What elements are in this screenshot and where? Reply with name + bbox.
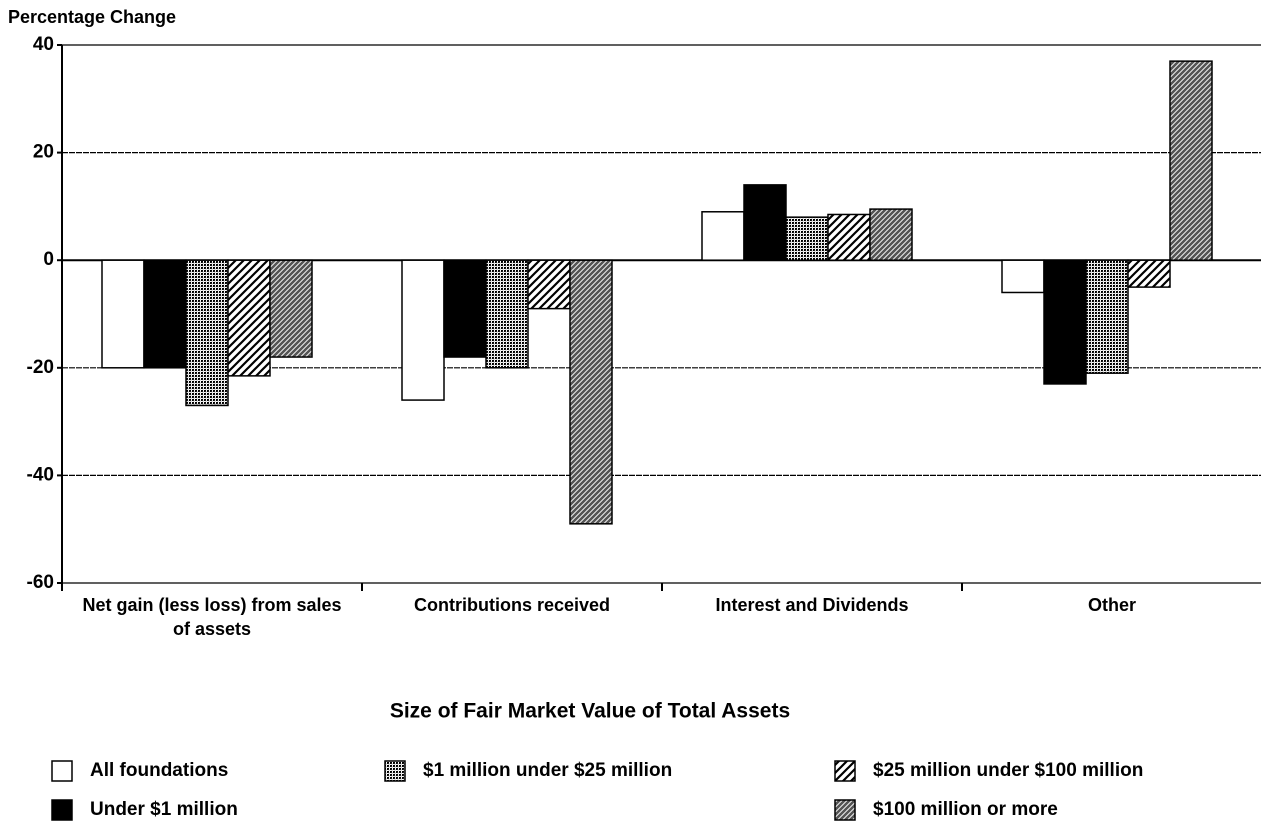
- legend-swatch: [834, 760, 856, 782]
- y-tick-label: -40: [27, 464, 54, 485]
- bar: [827, 213, 871, 261]
- legend-swatch: [51, 760, 73, 782]
- bar: [1085, 259, 1129, 374]
- legend-label: $100 million or more: [873, 799, 1058, 820]
- y-tick-label: 40: [33, 34, 54, 55]
- bar: [269, 259, 313, 358]
- y-axis-label: Percentage Change: [8, 7, 176, 27]
- bar: [485, 259, 529, 369]
- legend-label: $25 million under $100 million: [873, 760, 1143, 781]
- x-tick-label: Contributions received: [413, 595, 611, 615]
- x-tick-label: Net gain (less loss) from sales of asset…: [82, 595, 342, 639]
- bar: [701, 211, 745, 261]
- bar: [443, 259, 487, 358]
- bar: [101, 259, 145, 369]
- bar: [1043, 259, 1087, 385]
- legend-label: $1 million under $25 million: [423, 760, 672, 781]
- legend-swatch: [834, 799, 856, 821]
- bar: [527, 259, 571, 310]
- legend-swatch: [384, 760, 406, 782]
- y-tick-label: -60: [27, 572, 54, 593]
- bar: [1127, 259, 1171, 288]
- x-tick-label: Interest and Dividends: [715, 595, 909, 615]
- bar: [143, 259, 187, 369]
- bar: [185, 259, 229, 407]
- bar: [1169, 60, 1213, 261]
- legend-label: Under $1 million: [90, 799, 238, 820]
- bar: [743, 184, 787, 261]
- bar: [401, 259, 445, 401]
- y-tick-label: -20: [27, 357, 54, 378]
- legend-swatch: [51, 799, 73, 821]
- bar: [569, 259, 613, 525]
- bar: [785, 216, 829, 261]
- bar: [1001, 259, 1045, 294]
- y-tick-label: 0: [43, 249, 54, 270]
- legend-title: Size of Fair Market Value of Total Asset…: [390, 700, 790, 723]
- y-tick-label: 20: [33, 142, 54, 163]
- bar: [227, 259, 271, 377]
- legend-label: All foundations: [90, 760, 228, 781]
- x-tick-label: Other: [1087, 595, 1136, 615]
- bar: [869, 208, 913, 261]
